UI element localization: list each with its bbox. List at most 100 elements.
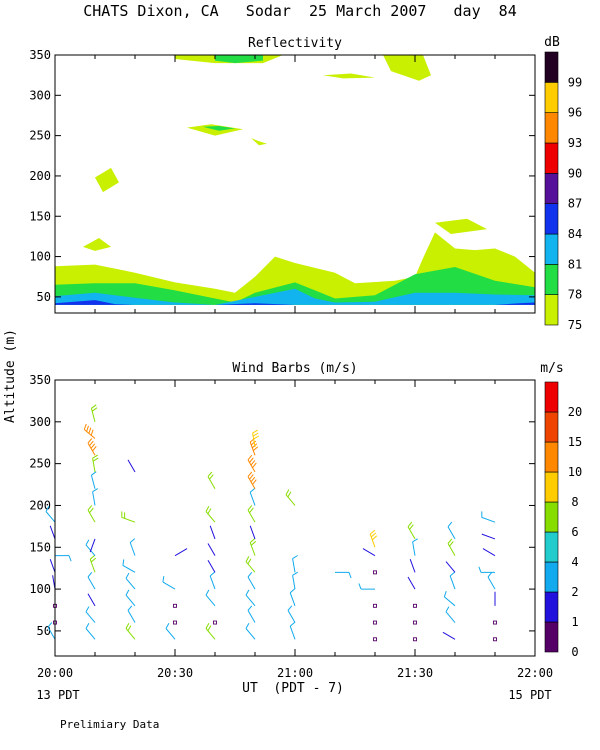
wind-colorbar-cell [544, 471, 559, 503]
reflectivity-ytick-label: 350 [29, 48, 51, 62]
wind-barb-flag [162, 576, 165, 583]
wind-barb-flag [247, 505, 253, 511]
wind-barb-flag [209, 571, 216, 577]
wind-barb-calm [173, 620, 177, 625]
reflectivity-contours [55, 55, 535, 305]
wind-barb-flag [287, 491, 292, 498]
wind-barb-flag [85, 606, 90, 613]
wind-barb-flag [92, 445, 97, 452]
wind-barb-flag [245, 556, 250, 562]
wind-barb-calm [413, 620, 417, 625]
wind-barb-flag [443, 591, 447, 597]
wind-barb [127, 459, 136, 473]
wind-barb [122, 564, 136, 573]
wind-barb-flag [252, 462, 257, 469]
reflectivity-frame [54, 54, 536, 314]
wind-barb [125, 578, 136, 590]
reflectivity-colorbar-cell [544, 294, 559, 326]
wind-barb [207, 476, 216, 489]
wind-barb [85, 628, 96, 640]
wind-barb-flag [91, 404, 97, 409]
wind-barb-flag [122, 559, 125, 566]
wind-barb-flag [165, 623, 170, 629]
footer-note: Prelimiary Data [60, 718, 159, 731]
wind-barb [247, 459, 256, 473]
wind-colorbar-label: 8 [571, 495, 578, 509]
wind-barb [83, 429, 96, 439]
wind-barb-flag [247, 571, 253, 578]
wind-barb [85, 611, 96, 623]
wind-barb [209, 575, 216, 590]
right-date-label: 15 PDT [508, 688, 551, 702]
reflectivity-colorbar-label: 81 [568, 257, 582, 271]
wind-colorbar-label: 4 [571, 555, 578, 569]
wind-barb-flag [207, 508, 212, 515]
wind-barb [249, 441, 256, 456]
reflectivity-contour-81-0 [55, 288, 535, 305]
wind-barb [247, 476, 256, 489]
wind-barb-flag [369, 529, 376, 535]
wind-barb [87, 442, 96, 456]
wind-barb-calm [373, 637, 377, 642]
wind-barb-flag [292, 571, 298, 576]
reflectivity-axes: 50 100 150 200 250 300 350 [29, 48, 536, 313]
wind-barb [125, 628, 136, 640]
reflectivity-contour-75-4 [187, 124, 243, 136]
wind-barb [49, 559, 56, 573]
wind-barb [289, 625, 296, 640]
wind-barb-flag [83, 423, 87, 430]
wind-barb [121, 516, 136, 523]
wind-ytick-label: 350 [29, 373, 51, 387]
wind-barb-flag [91, 471, 97, 476]
wind-barb [245, 594, 256, 607]
x-axis-label: UT (PDT - 7) [242, 681, 344, 696]
reflectivity-colorbar-unit: dB [544, 35, 560, 50]
wind-barb-flag [90, 557, 97, 563]
wind-barb [442, 631, 456, 640]
reflectivity-colorbar-cell [544, 51, 559, 83]
wind-barb-flag [478, 566, 482, 573]
wind-barb [482, 548, 496, 557]
wind-colorbar-label: 1 [571, 615, 578, 629]
wind-barb [245, 628, 256, 640]
wind-barb-flag [250, 476, 256, 483]
wind-barb [90, 408, 96, 422]
wind-barb-calm [213, 620, 217, 625]
wind-barb [49, 525, 56, 540]
wind-colorbar-label: 0 [571, 645, 578, 659]
wind-barb [447, 543, 456, 556]
wind-colorbar-cell [544, 561, 559, 593]
wind-barb-flag [125, 572, 130, 579]
wind-barb-flag [445, 606, 450, 613]
x-tick-label: 20:00 [37, 666, 73, 680]
wind-barb-flag [250, 460, 256, 466]
wind-barb-flag [371, 535, 378, 541]
wind-barb [129, 542, 136, 556]
reflectivity-ytick-label: 100 [29, 250, 51, 264]
reflectivity-colorbar-cell [544, 82, 559, 113]
wind-barb-flag [68, 555, 72, 562]
wind-barb [90, 475, 96, 489]
wind-barb [369, 533, 376, 548]
wind-barb [87, 509, 96, 523]
wind-barb [207, 559, 216, 573]
wind-barb [87, 593, 96, 607]
wind-ytick-label: 300 [29, 415, 51, 429]
reflectivity-contour-84-2 [495, 302, 535, 305]
wind-barb-flag [90, 443, 96, 449]
wind-barb [247, 610, 256, 623]
reflectivity-ytick-label: 50 [37, 290, 51, 304]
wind-barb [409, 559, 416, 573]
wind-colorbar-cell [544, 441, 559, 473]
wind-barb [205, 511, 216, 523]
reflectivity-colorbar-label: 78 [568, 288, 582, 302]
wind-barb [249, 542, 256, 556]
wind-colorbar-cell [544, 531, 559, 563]
wind-colorbar-label: 2 [571, 585, 578, 599]
wind-barb [245, 561, 256, 573]
wind-ytick-label: 250 [29, 457, 51, 471]
reflectivity-colorbar-cell [544, 233, 559, 265]
wind-barb-flag [87, 505, 93, 511]
reflectivity-contour-84-0 [55, 300, 135, 305]
